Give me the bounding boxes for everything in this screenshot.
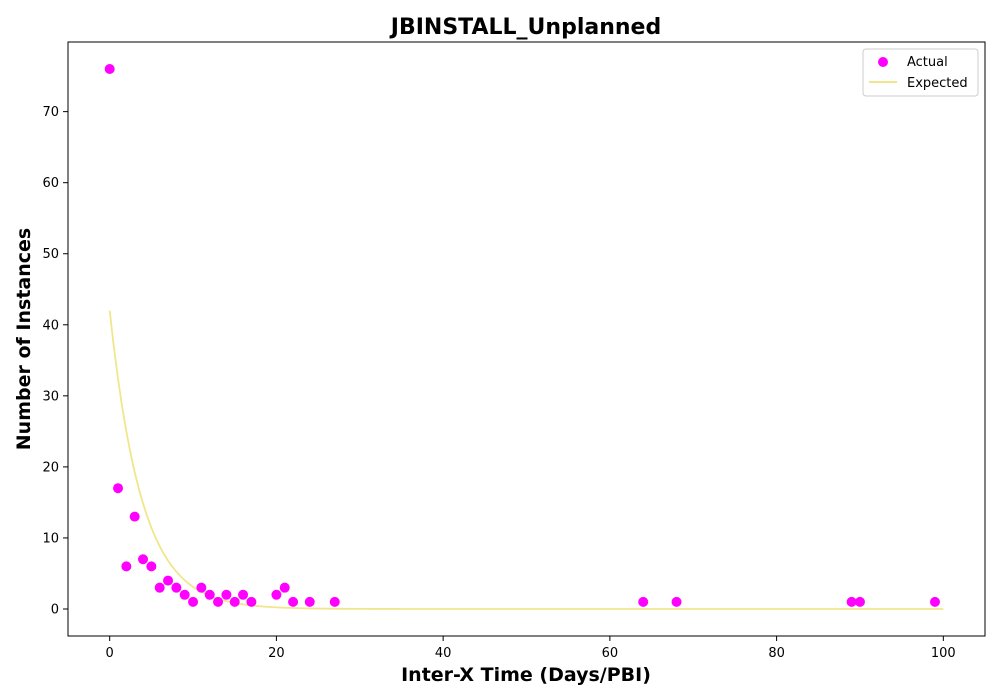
actual-point: [146, 561, 157, 572]
actual-point: [638, 596, 649, 607]
y-axis-label: Number of Instances: [13, 228, 35, 450]
actual-point: [196, 582, 207, 593]
x-tick-label: 40: [435, 646, 452, 661]
actual-point: [238, 589, 249, 600]
actual-point: [279, 582, 290, 593]
actual-point: [288, 596, 299, 607]
x-tick-label: 100: [931, 646, 956, 661]
actual-point: [171, 582, 182, 593]
expected-curve: [108, 310, 944, 610]
actual-point: [179, 589, 190, 600]
plot-area-frame: [67, 41, 986, 637]
actual-point: [846, 596, 857, 607]
y-axis-ticks: 0 10 20 30 40 50 60 70: [42, 105, 68, 618]
actual-point: [329, 596, 340, 607]
x-tick-label: 20: [268, 646, 285, 661]
x-axis-ticks: 0 20 40 60 80 100: [106, 636, 956, 661]
x-tick-label: 60: [602, 646, 619, 661]
actual-point: [113, 483, 124, 494]
actual-point: [188, 596, 199, 607]
y-tick-label: 20: [42, 460, 59, 475]
actual-point: [104, 64, 115, 74]
actual-point: [246, 596, 257, 607]
x-axis-label: Inter-X Time (Days/PBI): [401, 664, 651, 686]
legend-expected-label: Expected: [907, 76, 968, 91]
chart-title: JBINSTALL_Unplanned: [389, 15, 661, 40]
y-tick-label: 30: [42, 389, 59, 404]
expected-series: [108, 310, 944, 610]
actual-point: [138, 554, 149, 565]
legend-actual-marker: [878, 57, 888, 67]
actual-series: [104, 64, 940, 607]
y-tick-label: 40: [42, 318, 59, 333]
actual-point: [163, 575, 174, 586]
y-tick-label: 10: [42, 531, 59, 546]
actual-point: [671, 596, 682, 607]
y-tick-label: 0: [51, 603, 59, 618]
actual-point: [929, 596, 940, 607]
legend: Actual Expected: [862, 48, 979, 97]
y-tick-label: 70: [42, 105, 59, 120]
actual-point: [154, 582, 165, 593]
actual-point: [229, 596, 240, 607]
x-tick-label: 80: [768, 646, 785, 661]
legend-actual-label: Actual: [907, 55, 948, 70]
actual-point: [213, 596, 224, 607]
y-tick-label: 60: [42, 176, 59, 191]
actual-point: [121, 561, 132, 572]
actual-point: [129, 511, 140, 522]
actual-point: [271, 589, 282, 600]
legend-box: [862, 48, 979, 97]
actual-point: [854, 596, 865, 607]
y-tick-label: 50: [42, 247, 59, 262]
actual-point: [204, 589, 215, 600]
actual-point: [221, 589, 232, 600]
x-tick-label: 0: [106, 646, 114, 661]
actual-point: [304, 596, 315, 607]
